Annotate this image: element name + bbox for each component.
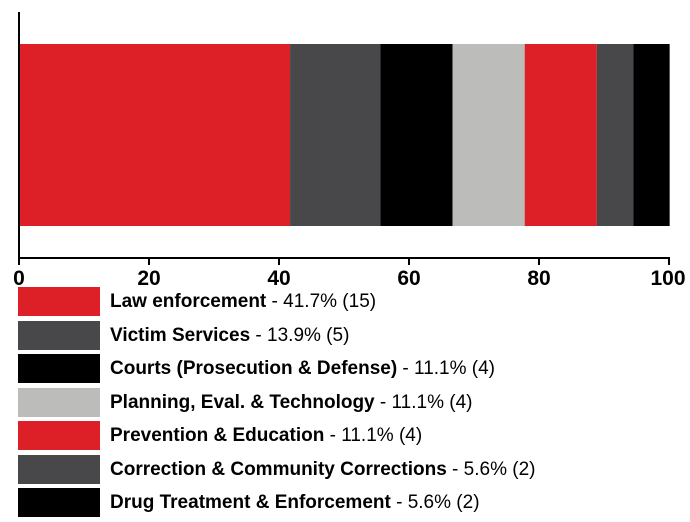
legend-swatch [18,421,100,450]
legend-swatch [18,454,100,484]
legend-value: - 11.1% (4) [397,358,496,379]
legend-swatch [18,320,100,350]
x-tick-label-100: 100 [650,267,685,290]
legend-value: - 11.1% (4) [324,425,423,446]
legend-item: Prevention & Education - 11.1% (4) [18,421,535,450]
x-tick-label-80: 80 [527,267,550,290]
legend-item: Drug Treatment & Enforcement - 5.6% (2) [18,488,535,517]
legend-label: Courts (Prosecution & Defense) - 11.1% (… [110,354,495,383]
legend-swatch [18,287,100,316]
legend-category: Drug Treatment & Enforcement [110,492,391,513]
legend-value: - 13.9% (5) [250,324,350,346]
legend-category: Courts (Prosecution & Defense) [110,358,398,379]
legend-value: - 5.6% (2) [390,492,480,513]
legend-category: Correction & Community Corrections [110,458,447,480]
legend-swatch [18,488,100,517]
legend-value: - 5.6% (2) [446,458,536,480]
legend-swatch [18,387,100,417]
legend-item: Victim Services - 13.9% (5) [18,320,535,350]
legend-value: - 41.7% (15) [266,291,377,312]
legend-item: Planning, Eval. & Technology - 11.1% (4) [18,387,535,417]
stacked-bar-chart: 0 20 40 60 80 100 [13,12,686,290]
x-tick-label-40: 40 [267,267,290,290]
legend-value: - 11.1% (4) [374,391,473,413]
legend-label: Correction & Community Corrections - 5.6… [110,455,535,484]
legend-label: Law enforcement - 41.7% (15) [110,287,376,316]
bar-segment-3 [380,44,453,226]
legend-item: Correction & Community Corrections - 5.6… [18,454,535,484]
legend-category: Planning, Eval. & Technology [110,391,375,413]
legend-swatch [18,354,100,383]
bar-segment-7 [633,44,670,226]
bar-segment-1 [19,44,291,226]
bar-segment-6 [596,44,634,226]
bar-segment-4 [452,44,525,226]
legend-item: Law enforcement - 41.7% (15) [18,287,535,316]
legend-label: Drug Treatment & Enforcement - 5.6% (2) [110,488,480,517]
bar-segment-2 [290,44,381,226]
legend-category: Prevention & Education [110,425,325,446]
legend-category: Law enforcement [110,291,267,312]
legend-label: Prevention & Education - 11.1% (4) [110,421,422,450]
legend: Law enforcement - 41.7% (15) Victim Servi… [18,287,535,522]
x-tick-label-20: 20 [137,267,160,290]
legend-category: Victim Services [110,324,251,346]
legend-label: Planning, Eval. & Technology - 11.1% (4) [110,388,473,417]
bar-segments [19,44,670,226]
x-tick-label-0: 0 [13,267,25,290]
legend-label: Victim Services - 13.9% (5) [110,321,349,350]
legend-item: Courts (Prosecution & Defense) - 11.1% (… [18,354,535,383]
bar-segment-5 [524,44,597,226]
x-axis-ticks: 0 20 40 60 80 100 [13,258,686,290]
x-tick-label-60: 60 [397,267,420,290]
